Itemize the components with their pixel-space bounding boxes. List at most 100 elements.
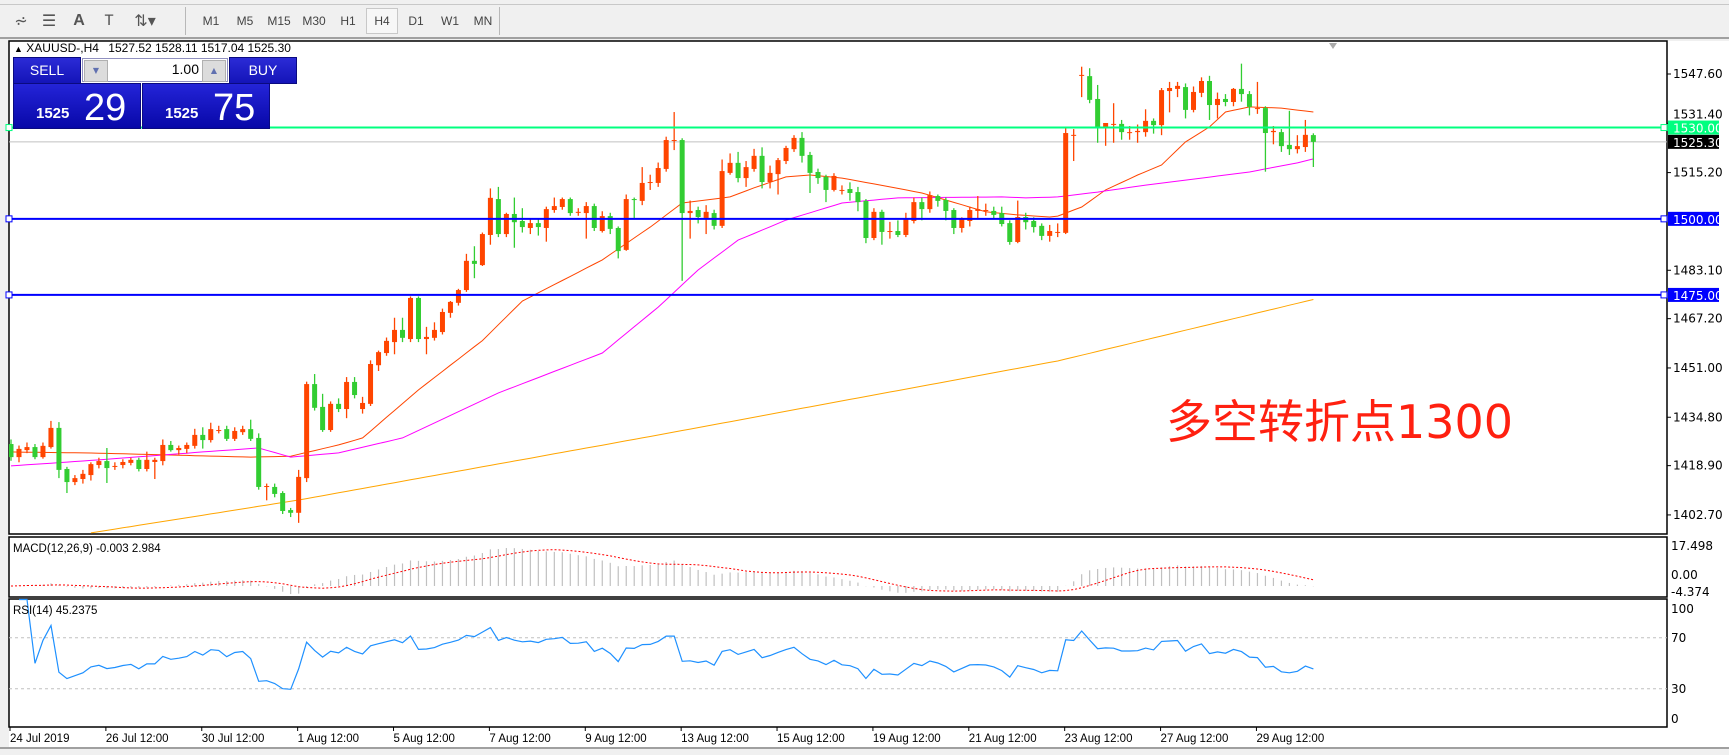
moving-average-mid	[10, 158, 1314, 467]
candle-body	[439, 311, 445, 333]
lot-size-stepper: ▼ ▲	[82, 58, 228, 82]
candle-body	[559, 199, 565, 207]
buy-price-main: 75	[213, 87, 256, 129]
time-axis-label: 1 Aug 12:00	[298, 733, 359, 745]
candle-body	[1031, 220, 1037, 228]
candle-body	[1135, 130, 1141, 133]
fibonacci-icon[interactable]: ☰	[41, 11, 57, 30]
collapse-triangle-icon[interactable]: ▲	[14, 44, 23, 54]
toolbar: ⩫ ☰ A T ⇅▾ M1 M5 M15 M30 H1 H4 D1 W1 MN	[0, 5, 1729, 39]
arrows-icon[interactable]: ⇅▾	[134, 11, 156, 30]
level-handle-right	[1660, 124, 1668, 132]
sell-price-main: 29	[84, 87, 127, 129]
timeframe-w1[interactable]: W1	[441, 14, 459, 28]
timeframe-d1[interactable]: D1	[408, 14, 424, 28]
price-axis-label: 1467.20	[1673, 312, 1723, 326]
timeframe-m30[interactable]: M30	[302, 14, 326, 28]
candle-body	[423, 336, 429, 340]
candle-body	[759, 155, 765, 183]
candle-body	[336, 403, 342, 410]
candle-body	[783, 147, 789, 162]
timeframe-mn[interactable]: MN	[473, 14, 493, 28]
timeframe-m15[interactable]: M15	[267, 14, 291, 28]
timeframe-m5[interactable]: M5	[236, 14, 254, 28]
elliott-wave-icon[interactable]: ⩫	[14, 11, 28, 30]
lot-increase-button[interactable]: ▲	[202, 60, 226, 82]
candle-body	[280, 493, 286, 511]
text-label-icon[interactable]: T	[104, 12, 114, 30]
timeframe-m1[interactable]: M1	[202, 14, 220, 28]
chart-header: ▲ XAUUSD-,H4 1527.52 1528.11 1517.04 152…	[14, 40, 291, 56]
price-axis-label: 1434.80	[1673, 410, 1723, 424]
candle-body	[943, 199, 949, 211]
candle-body	[751, 155, 757, 169]
candle-body	[1191, 91, 1197, 110]
time-axis-label: 29 Aug 12:00	[1256, 733, 1324, 745]
candle-body	[208, 429, 214, 441]
candle-body	[304, 384, 310, 479]
annotation-text: 多空转折点1300	[1166, 395, 1514, 449]
rsi-axis-label: 100	[1671, 602, 1694, 616]
candle-body	[1222, 98, 1228, 102]
candle-body	[232, 430, 238, 439]
candle-body	[895, 231, 901, 235]
candle-body	[735, 162, 741, 179]
candle-body	[551, 206, 557, 211]
time-axis-label: 7 Aug 12:00	[489, 733, 550, 745]
candle-body	[983, 210, 989, 212]
price-axis-label: 1402.70	[1673, 508, 1723, 522]
candle-body	[415, 297, 421, 340]
time-axis-label: 21 Aug 12:00	[969, 733, 1037, 745]
macd-axis-label: -4.374	[1671, 585, 1710, 599]
candle-body	[991, 210, 997, 215]
lot-size-input[interactable]	[109, 60, 199, 78]
candle-body	[1175, 85, 1181, 89]
moving-average-slow	[90, 298, 1314, 534]
candle-body	[1055, 231, 1061, 233]
sell-button[interactable]: SELL	[13, 57, 81, 84]
candle-body	[463, 260, 469, 291]
candle-body	[591, 206, 597, 228]
candle-body	[1143, 120, 1149, 133]
candle-body	[807, 154, 813, 173]
candle-body	[495, 199, 501, 235]
candle-body	[535, 223, 541, 228]
level-price-badge	[1668, 211, 1719, 226]
buy-price-button[interactable]: 1525 75	[142, 83, 270, 129]
timeframe-h4[interactable]: H4	[366, 8, 398, 34]
text-icon[interactable]: A	[73, 12, 85, 29]
price-axis-label: 1531.40	[1673, 108, 1723, 122]
candle-body	[104, 461, 110, 469]
candle-body	[1015, 217, 1021, 242]
lot-decrease-button[interactable]: ▼	[84, 60, 108, 82]
candle-body	[823, 176, 829, 190]
rsi-line	[19, 598, 1314, 690]
level-handle-left	[5, 291, 13, 299]
candle-body	[935, 196, 941, 201]
candle-body	[168, 444, 174, 451]
candle-body	[599, 216, 605, 232]
candle-body	[1159, 90, 1165, 126]
price-axis-label: 1547.60	[1673, 67, 1723, 81]
time-axis-label: 23 Aug 12:00	[1065, 733, 1133, 745]
candle-body	[815, 171, 821, 179]
candle-body	[871, 211, 877, 239]
candle-body	[911, 202, 917, 221]
macd-label: MACD(12,26,9) -0.003 2.984	[13, 543, 161, 555]
candle-body	[120, 461, 126, 466]
timeframe-h1[interactable]: H1	[340, 14, 356, 28]
buy-button[interactable]: BUY	[229, 57, 297, 84]
candle-body	[136, 459, 142, 469]
candle-body	[72, 478, 78, 483]
level-handle-right	[1660, 215, 1668, 223]
candle-body	[248, 429, 254, 439]
candle-body	[152, 459, 158, 462]
candle-body	[687, 210, 693, 214]
candle-body	[575, 211, 581, 213]
candle-body	[1207, 80, 1212, 106]
candle-body	[1230, 88, 1236, 102]
candle-body	[216, 430, 222, 432]
candle-body	[176, 447, 182, 451]
sell-price-button[interactable]: 1525 29	[13, 83, 141, 129]
